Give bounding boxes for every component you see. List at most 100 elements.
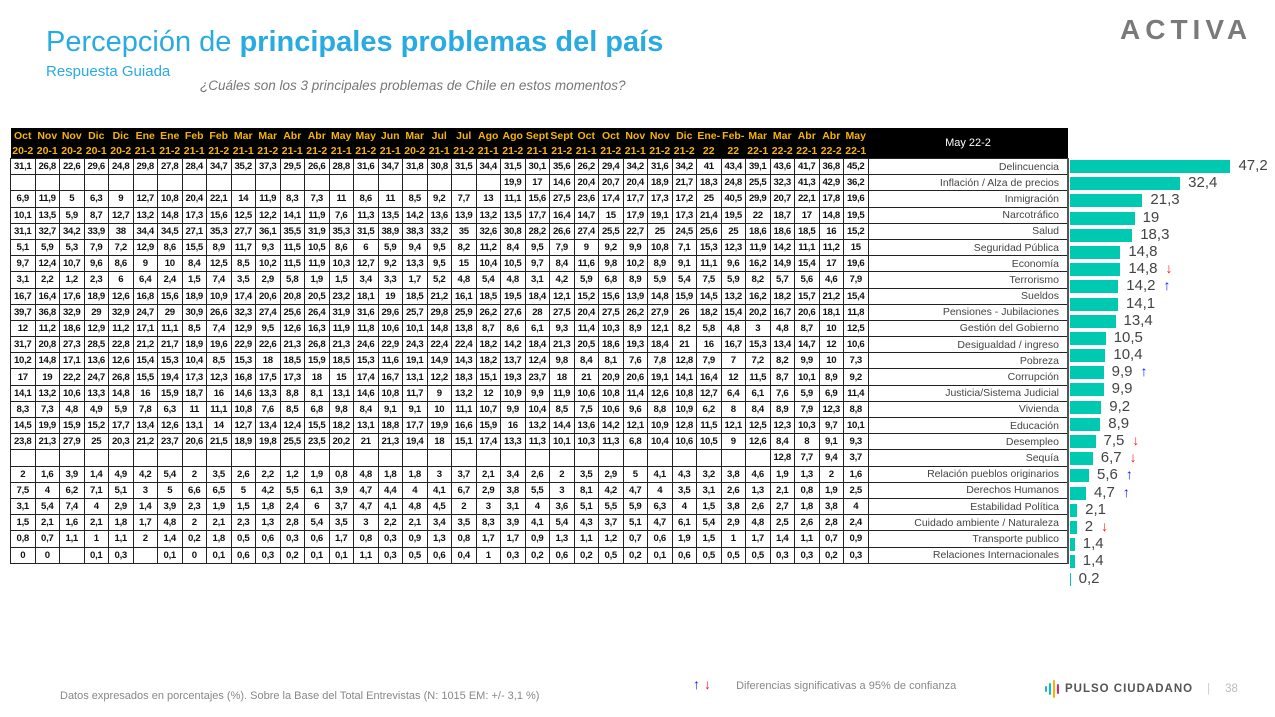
value-cell: 5,9	[34, 238, 60, 257]
period-wave: 22-1	[794, 143, 819, 159]
value-cell: 11,3	[598, 433, 624, 451]
value-cell: 1,5	[10, 514, 36, 532]
arrow-down-icon: ↓	[1129, 449, 1137, 466]
value-cell: 27,6	[500, 303, 526, 321]
period-wave: 21-1	[574, 143, 599, 159]
value-cell: 17,7	[622, 190, 648, 208]
value-cell: 3	[475, 497, 501, 516]
value-cell: 21	[671, 336, 697, 354]
value-cell: 15,9	[475, 416, 501, 435]
value-cell	[157, 174, 183, 192]
value-cell: 7,1	[671, 238, 697, 257]
problem-label: Derechos Humanos	[867, 481, 1069, 499]
value-cell: 30,1	[524, 157, 550, 176]
value-cell: 17,5	[255, 368, 281, 386]
value-cell: 7,5	[696, 271, 722, 289]
value-cell: 18,1	[818, 303, 844, 321]
value-cell	[132, 449, 158, 467]
value-cell: 41	[696, 157, 722, 176]
value-cell: 4,7	[622, 481, 648, 499]
value-cell: 0,5	[598, 546, 624, 564]
period-month: Sept	[525, 128, 550, 143]
value-cell: 0,4	[451, 546, 477, 564]
value-cell: 2,6	[794, 514, 820, 532]
value-cell: 14,1	[279, 206, 305, 224]
value-cell: 1,1	[59, 530, 85, 548]
value-cell: 2,1	[34, 514, 60, 532]
value-cell: 0,2	[622, 546, 648, 564]
value-cell: 0,3	[255, 546, 281, 564]
value-cell: 15	[451, 255, 477, 273]
value-cell: 26,2	[622, 303, 648, 321]
value-cell: 27,9	[59, 433, 85, 451]
value-cell: 13,4	[769, 336, 795, 354]
value-cell: 12,3	[206, 368, 232, 386]
arrow-up-icon: ↑	[1140, 363, 1148, 380]
value-cell: 8,3	[279, 190, 305, 208]
value-cell: 14,8	[647, 287, 673, 305]
value-cell: 30,8	[426, 157, 452, 176]
bar	[1070, 263, 1121, 277]
value-cell: 10	[426, 400, 452, 419]
table-row: 10,1 13,5 5,9 8,7 12,7 13,2 14,8 17,3 15,6 12,5 12…	[10, 206, 1069, 224]
value-cell: 5	[59, 190, 85, 208]
value-cell: 12,6	[108, 352, 134, 370]
value-cell: 32,6	[475, 222, 501, 240]
value-cell: 14,2	[769, 238, 795, 257]
value-cell: 1,1	[794, 530, 820, 548]
value-cell: 10,8	[671, 384, 697, 402]
problem-label: Vivienda	[867, 400, 1069, 419]
value-cell: 12,8	[769, 449, 795, 467]
value-cell: 0,6	[549, 546, 575, 564]
value-cell: 41,7	[794, 157, 820, 176]
value-cell: 9,2	[598, 238, 624, 257]
value-cell: 34,4	[475, 157, 501, 176]
problem-label: Salud	[867, 222, 1069, 240]
bar	[1070, 177, 1181, 191]
value-cell: 12,5	[206, 255, 232, 273]
value-cell: 11,1	[500, 190, 526, 208]
value-cell: 13,2	[524, 416, 550, 435]
value-cell: 8	[720, 400, 746, 419]
value-cell: 8,9	[206, 238, 232, 257]
value-cell: 11,7	[230, 238, 256, 257]
value-cell: 10,3	[598, 319, 624, 338]
page-title: Percepción de principales problemas del …	[46, 26, 663, 59]
value-cell: 15	[598, 206, 624, 224]
value-cell: 9,5	[426, 238, 452, 257]
value-cell: 4	[524, 497, 550, 516]
value-cell: 2	[818, 465, 844, 483]
value-cell: 21,2	[426, 287, 452, 305]
value-cell: 1,9	[671, 530, 697, 548]
value-cell: 11,3	[353, 206, 379, 224]
value-cell: 12,9	[132, 238, 158, 257]
pulso-logo-icon	[1045, 680, 1059, 698]
value-cell: 0,2	[524, 546, 550, 564]
value-cell	[720, 449, 746, 467]
value-cell: 15,4	[132, 352, 158, 370]
value-cell: 12,6	[279, 319, 305, 338]
value-cell: 8,3	[475, 514, 501, 532]
value-cell: 8,6	[328, 238, 354, 257]
value-cell: 22,1	[206, 190, 232, 208]
value-cell: 5,9	[377, 238, 403, 257]
value-cell: 15,6	[157, 287, 183, 305]
bar	[1070, 228, 1133, 242]
bar	[1070, 349, 1106, 363]
value-cell: 2	[181, 465, 207, 483]
value-cell: 24,5	[671, 222, 697, 240]
value-cell: 10,2	[255, 255, 281, 273]
value-cell: 4,3	[671, 465, 697, 483]
value-cell: 16	[818, 222, 844, 240]
value-cell	[108, 449, 134, 467]
value-cell: 7,3	[34, 400, 60, 419]
value-cell: 17	[10, 368, 36, 386]
value-cell: 0,5	[745, 546, 771, 564]
value-cell: 15,4	[794, 255, 820, 273]
value-cell: 3,9	[157, 497, 183, 516]
value-cell: 4,2	[598, 481, 624, 499]
table-row: 17 19 22,2 24,7 26,8 15,5 19,4 17,3 12,3 16,8 17,5…	[10, 368, 1069, 386]
value-cell: 15,3	[745, 336, 771, 354]
value-cell: 13,8	[451, 319, 477, 338]
value-cell: 19,1	[647, 206, 673, 224]
